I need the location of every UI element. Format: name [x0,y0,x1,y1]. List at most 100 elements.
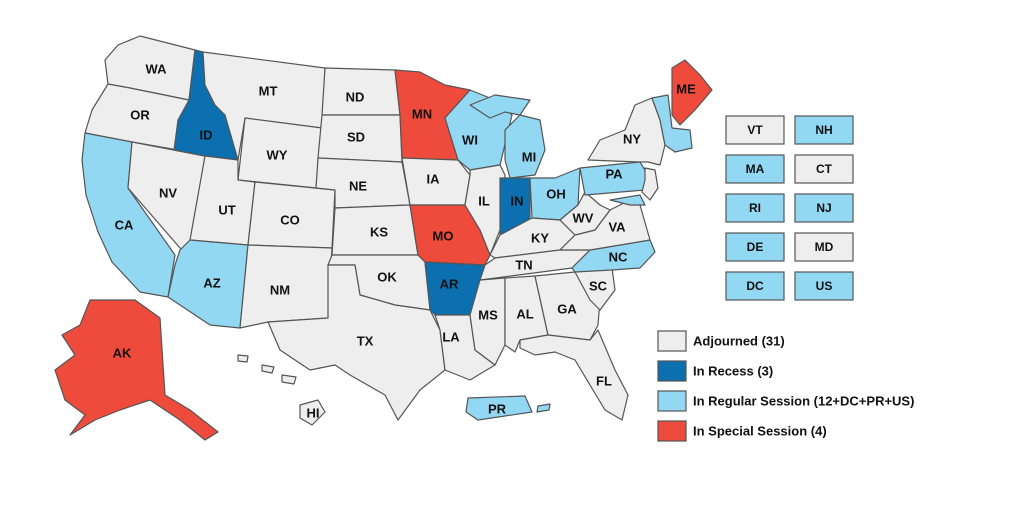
label-il: IL [478,194,490,209]
label-ks: KS [370,225,388,240]
label-az: AZ [203,276,220,291]
label-fl: FL [596,374,612,389]
state-tx[interactable] [267,264,446,421]
small-box-swatch [794,193,854,223]
label-wi: WI [462,133,478,148]
label-me: ME [676,82,696,97]
small-box-de[interactable]: DE [725,232,785,262]
label-va: VA [608,220,626,235]
state-hi[interactable] [299,399,326,426]
small-box-swatch [794,115,854,145]
label-wv: WV [573,211,594,226]
label-or: OR [130,108,150,123]
small-box-label: RI [749,201,761,215]
label-tx: TX [357,334,374,349]
label-la: LA [442,330,460,345]
legend-item-recess: In Recess (3) [657,360,773,382]
label-al: AL [516,307,533,322]
small-box-us[interactable]: US [794,271,854,301]
small-box-swatch [725,115,785,145]
small-box-label: DC [746,279,764,293]
label-tn: TN [515,258,532,273]
state-me[interactable] [671,59,713,126]
small-box-label: US [816,279,833,293]
legend: Adjourned (31) In Recess (3) In Regular Se… [657,330,914,442]
state-de-md[interactable] [609,194,646,206]
small-box-label: MA [746,162,765,176]
legend-swatch [657,420,687,442]
label-mi: MI [522,150,536,165]
label-sc: SC [589,279,608,294]
small-state-boxes: VT NH MA CT RI NJ DE MD DC US [725,115,854,301]
label-ut: UT [218,203,235,218]
state-wv[interactable] [559,191,611,236]
label-nc: NC [609,250,628,265]
small-box-ri[interactable]: RI [725,193,785,223]
small-box-swatch [725,193,785,223]
legend-swatch [657,330,687,352]
label-id: ID [200,128,213,143]
label-mo: MO [433,229,454,244]
legend-label: Adjourned (31) [693,334,785,349]
small-box-dc[interactable]: DC [725,271,785,301]
label-mt: MT [259,84,278,99]
label-ia: IA [427,172,441,187]
small-box-label: MD [815,240,834,254]
label-ky: KY [531,231,549,246]
state-fl[interactable] [519,329,629,421]
legend-item-special: In Special Session (4) [657,420,827,442]
legend-swatch [657,360,687,382]
label-ar: AR [440,277,459,292]
label-in: IN [511,194,524,209]
small-box-swatch [725,232,785,262]
state-hi-islet-1[interactable] [281,374,297,385]
legend-item-regular: In Regular Session (12+DC+PR+US) [657,390,914,412]
label-nd: ND [346,90,365,105]
small-box-vt[interactable]: VT [725,115,785,145]
label-hi: HI [307,406,320,421]
state-hi-islet-3[interactable] [237,354,249,363]
label-nm: NM [270,283,290,298]
label-ne: NE [349,179,367,194]
state-mi-up[interactable] [469,94,531,119]
small-box-swatch [794,154,854,184]
legend-label: In Special Session (4) [693,424,827,439]
small-box-swatch [725,271,785,301]
legend-item-adjourned: Adjourned (31) [657,330,785,352]
legend-label: In Recess (3) [693,364,773,379]
label-ak: AK [113,346,132,361]
label-ca: CA [115,218,134,233]
small-box-label: VT [747,123,763,137]
small-box-md[interactable]: MD [794,232,854,262]
label-ms: MS [478,308,498,323]
small-box-label: NH [815,123,832,137]
state-ak[interactable] [54,299,219,441]
state-hi-islet-2[interactable] [261,364,275,374]
legend-label: In Regular Session (12+DC+PR+US) [693,394,914,409]
small-box-ma[interactable]: MA [725,154,785,184]
label-mn: MN [412,107,432,122]
label-oh: OH [546,187,566,202]
small-box-nj[interactable]: NJ [794,193,854,223]
label-sd: SD [347,130,365,145]
state-pr[interactable] [465,395,533,421]
state-new-england[interactable] [651,94,693,153]
small-box-ct[interactable]: CT [794,154,854,184]
small-box-swatch [725,154,785,184]
label-nv: NV [159,186,177,201]
state-nj[interactable] [641,167,659,201]
label-ok: OK [377,270,397,285]
state-mi[interactable] [504,114,546,179]
state-pr-islet[interactable] [536,403,551,413]
states-layer [54,35,713,441]
small-box-swatch [794,232,854,262]
small-box-label: CT [816,162,833,176]
legend-swatch [657,390,687,412]
label-wa: WA [146,62,168,77]
state-labels: WA OR CA NV ID MT WY UT AZ CO NM ND SD N… [113,62,696,421]
label-ny: NY [623,132,641,147]
small-box-nh[interactable]: NH [794,115,854,145]
label-ga: GA [557,302,577,317]
label-pr: PR [488,402,507,417]
